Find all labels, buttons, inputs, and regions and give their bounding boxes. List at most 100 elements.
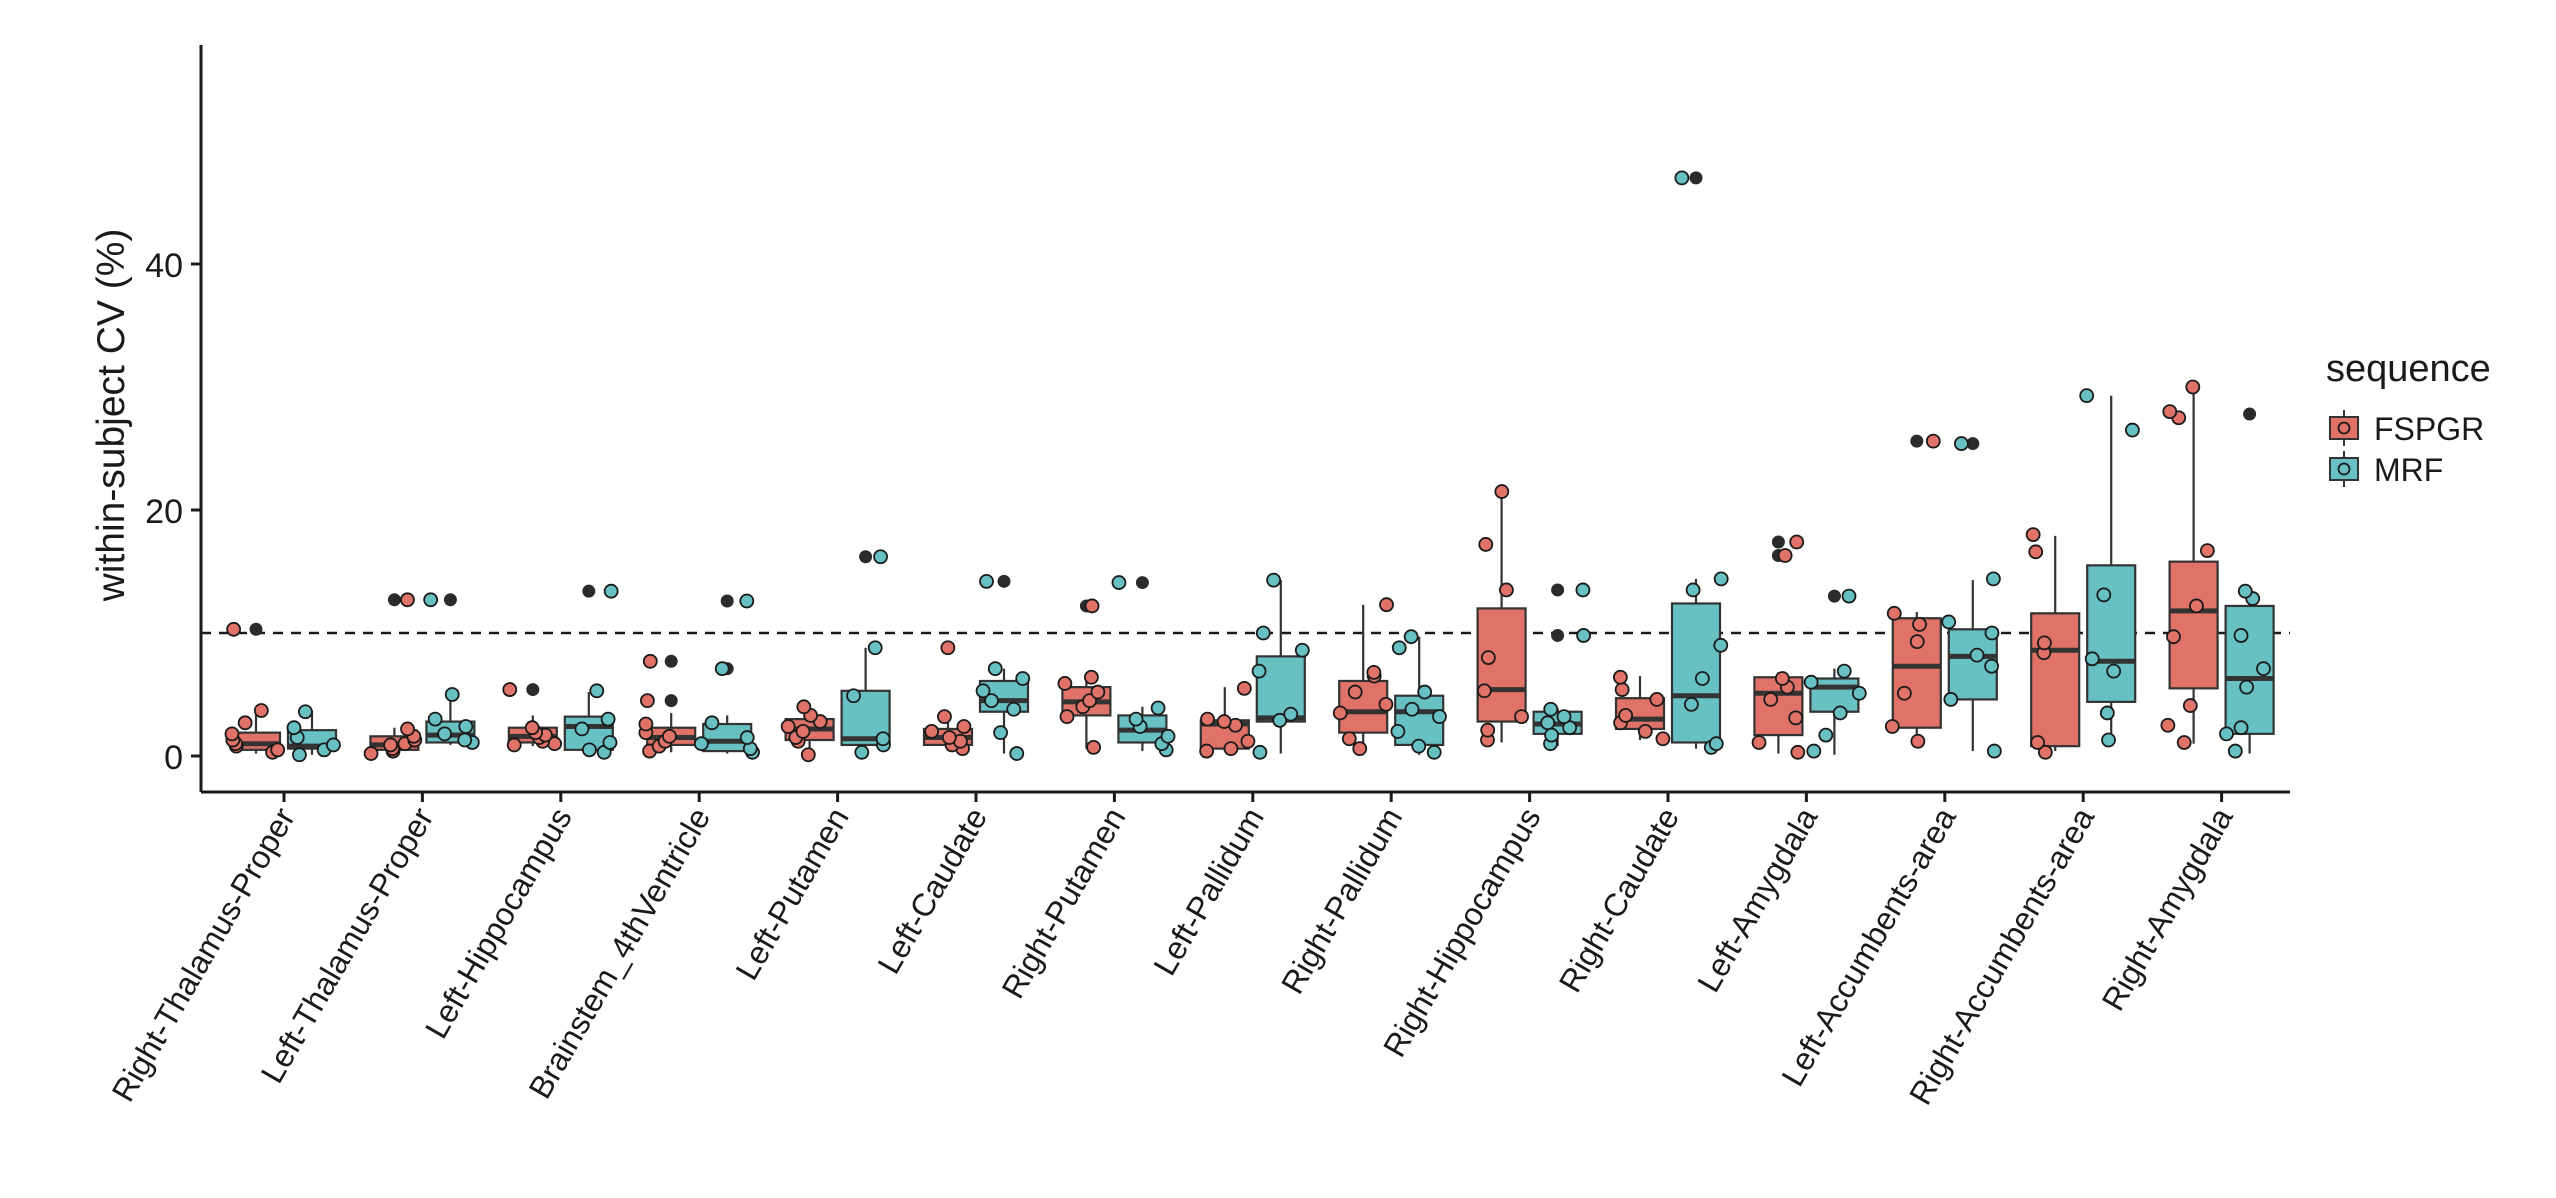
data-point — [867, 640, 883, 656]
data-point — [2028, 544, 2044, 560]
data-point — [2239, 679, 2254, 695]
data-point — [873, 549, 888, 565]
data-point — [1216, 714, 1232, 729]
data-point — [1160, 728, 1176, 744]
outlier-point — [720, 594, 734, 608]
legend-key-point — [2337, 421, 2351, 435]
mrf-box-Brainstem_4thVentricle — [693, 593, 760, 760]
data-point — [1985, 571, 2001, 587]
data-point — [796, 699, 812, 715]
data-point — [2162, 404, 2178, 420]
outlier-point — [1689, 171, 1703, 185]
data-point — [1576, 628, 1591, 643]
fspgr-box-Left-Pallidum — [1199, 680, 1256, 759]
data-point — [2233, 720, 2249, 736]
data-point — [662, 728, 677, 744]
fspgr-box-Left-Putamen — [780, 699, 835, 763]
data-point — [1252, 744, 1268, 760]
fspgr-box-Right-Thalamus-Proper — [224, 621, 286, 760]
y-axis-label: within-subject CV (%) — [90, 229, 133, 603]
data-point — [1251, 663, 1267, 679]
mrf-box-Right-Pallidum — [1390, 629, 1447, 760]
data-point — [1514, 709, 1529, 725]
box-iqr — [2086, 564, 2137, 703]
data-point — [1272, 712, 1288, 728]
data-point — [1084, 598, 1100, 614]
data-point — [1006, 701, 1022, 717]
mrf-box-Right-Putamen — [1111, 575, 1176, 758]
data-point — [1655, 731, 1671, 747]
data-point — [1685, 582, 1701, 598]
data-point — [1886, 605, 1902, 621]
data-point — [1390, 724, 1406, 739]
data-point — [2099, 705, 2115, 721]
data-point — [1818, 727, 1834, 743]
data-point — [739, 730, 755, 745]
box-iqr — [1476, 607, 1527, 723]
outlier-point — [1910, 434, 1924, 448]
data-point — [1236, 680, 1252, 696]
data-point — [800, 747, 816, 763]
data-point — [1925, 433, 1941, 449]
mrf-box-Left-Putamen — [840, 549, 891, 760]
data-point — [1836, 663, 1852, 679]
data-point — [2185, 379, 2201, 395]
data-point — [1789, 534, 1805, 550]
data-point — [1352, 741, 1368, 757]
data-point — [1391, 640, 1407, 656]
legend: sequence FSPGR MRF — [2326, 348, 2491, 488]
mrf-box-Left-Amygdala — [1803, 588, 1867, 759]
data-point — [1480, 650, 1496, 665]
data-point — [1614, 682, 1630, 697]
y-tick-label: 0 — [164, 739, 183, 777]
data-point — [581, 742, 597, 758]
data-point — [1086, 739, 1101, 755]
data-point — [1884, 719, 1900, 734]
data-point — [2176, 735, 2192, 750]
data-point — [2079, 388, 2095, 404]
data-point — [1294, 642, 1310, 658]
fspgr-box-Brainstem_4thVentricle — [638, 653, 697, 759]
data-point — [2036, 635, 2052, 651]
data-point — [270, 742, 286, 758]
data-point — [2037, 744, 2053, 760]
data-point — [1432, 709, 1447, 725]
data-point — [1806, 743, 1822, 759]
outlier-point — [443, 593, 457, 607]
legend-item-mrf: MRF — [2329, 451, 2443, 488]
outlier-point — [664, 694, 678, 708]
data-point — [1543, 701, 1559, 717]
data-point — [780, 719, 796, 734]
data-point — [1803, 674, 1819, 690]
outlier-point — [1966, 437, 1980, 451]
data-point — [2199, 543, 2215, 558]
data-point — [937, 709, 952, 725]
data-point — [383, 737, 398, 753]
data-point — [2237, 583, 2253, 599]
outlier-point — [582, 584, 596, 598]
data-point — [400, 721, 415, 737]
data-point — [846, 688, 861, 704]
data-point — [1090, 684, 1106, 700]
outlier-point — [1135, 576, 1149, 590]
data-point — [1909, 634, 1925, 650]
data-point — [1713, 637, 1729, 653]
mrf-box-Right-Hippocampus — [1532, 582, 1591, 752]
y-tick-label: 20 — [145, 493, 183, 531]
data-point — [1266, 572, 1282, 588]
y-tick-label: 40 — [145, 247, 183, 285]
mrf-box-Left-Thalamus-Proper — [423, 592, 480, 750]
data-point — [1480, 722, 1496, 738]
data-point — [1240, 733, 1256, 749]
data-point — [1637, 724, 1653, 739]
fspgr-box-Left-Amygdala — [1751, 534, 1806, 760]
data-point — [979, 573, 994, 589]
data-point — [2096, 587, 2112, 603]
data-point — [1498, 582, 1514, 598]
outlier-point — [1551, 583, 1565, 597]
legend-title: sequence — [2326, 348, 2491, 390]
data-point — [1223, 741, 1239, 757]
data-point — [1417, 684, 1433, 700]
data-point — [400, 592, 415, 608]
